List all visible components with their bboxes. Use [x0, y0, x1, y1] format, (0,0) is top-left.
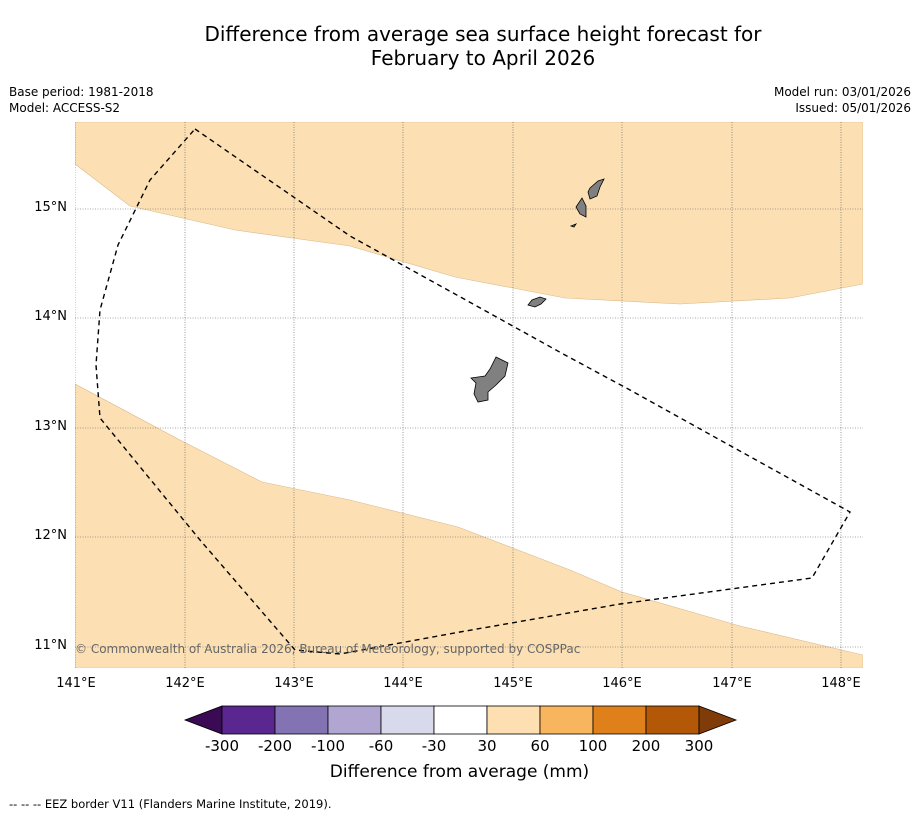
lat-label-13n: 13°N: [34, 419, 67, 434]
model-run: Model run: 03/01/2026: [773, 85, 911, 99]
model-name: Model: ACCESS-S2: [9, 101, 121, 115]
colorbar-bin-4: [380, 705, 435, 735]
issued-date: Issued: 05/01/2026: [795, 101, 911, 115]
anomaly-region-south: [75, 383, 863, 668]
lon-label-146e: 146°E: [602, 676, 642, 691]
colorbar-bin-8: [592, 705, 647, 735]
eez-border: [95, 128, 851, 655]
anomaly-region-north: [75, 122, 863, 305]
islands: [470, 178, 605, 403]
colorbar-bin-9: [645, 705, 700, 735]
colorbar: [183, 705, 738, 735]
lon-label-144e: 144°E: [383, 676, 423, 691]
lon-label-141e: 141°E: [56, 676, 96, 691]
lon-label-147e: 147°E: [712, 676, 752, 691]
colorbar-tick-3: -100: [310, 737, 346, 755]
colorbar-tick-7: 60: [530, 737, 550, 755]
base-period: Base period: 1981-2018: [9, 85, 154, 99]
copyright-notice: © Commonwealth of Australia 2026, Bureau…: [75, 642, 581, 656]
colorbar-bin-1: [221, 705, 276, 735]
colorbar-bin-5: [433, 705, 488, 735]
colorbar-bin-6: [486, 705, 541, 735]
chart-title: Difference from average sea surface heig…: [0, 22, 919, 70]
island-tinian: [575, 197, 587, 218]
colorbar-bin-2: [274, 705, 329, 735]
island-saipan: [587, 178, 605, 200]
colorbar-tick-10: 300: [684, 737, 714, 755]
colorbar-bin-7: [539, 705, 594, 735]
colorbar-label: Difference from average (mm): [329, 762, 590, 782]
colorbar-tick-5: -30: [421, 737, 447, 755]
colorbar-tick-6: 30: [477, 737, 497, 755]
meta-right: Model run: 03/01/2026 Issued: 05/01/2026: [774, 84, 911, 116]
lon-label-142e: 142°E: [165, 676, 205, 691]
map-gridlines: [75, 122, 863, 668]
colorbar-tick-1: -300: [204, 737, 240, 755]
colorbar-tick-2: -200: [257, 737, 293, 755]
lat-label-12n: 12°N: [34, 528, 67, 543]
island-rota: [527, 296, 547, 308]
colorbar-bin-3: [327, 705, 382, 735]
island-guam: [470, 356, 509, 403]
colorbar-under-triangle: [183, 705, 223, 735]
colorbar-over-triangle: [698, 705, 738, 735]
lat-label-11n: 11°N: [34, 638, 67, 653]
lat-label-14n: 14°N: [34, 309, 67, 324]
eez-footnote: -- -- -- EEZ border V11 (Flanders Marine…: [9, 797, 332, 811]
title-line-2: February to April 2026: [370, 46, 596, 70]
lon-label-148e: 148°E: [821, 676, 861, 691]
colorbar-tick-4: -60: [368, 737, 394, 755]
colorbar-tick-9: 200: [631, 737, 661, 755]
meta-left: Base period: 1981-2018 Model: ACCESS-S2: [9, 84, 154, 116]
lat-label-15n: 15°N: [34, 200, 67, 215]
colorbar-tick-8: 100: [578, 737, 608, 755]
island-aguijan: [569, 223, 578, 228]
lon-label-145e: 145°E: [493, 676, 533, 691]
title-line-1: Difference from average sea surface heig…: [204, 22, 762, 46]
lon-label-143e: 143°E: [274, 676, 314, 691]
